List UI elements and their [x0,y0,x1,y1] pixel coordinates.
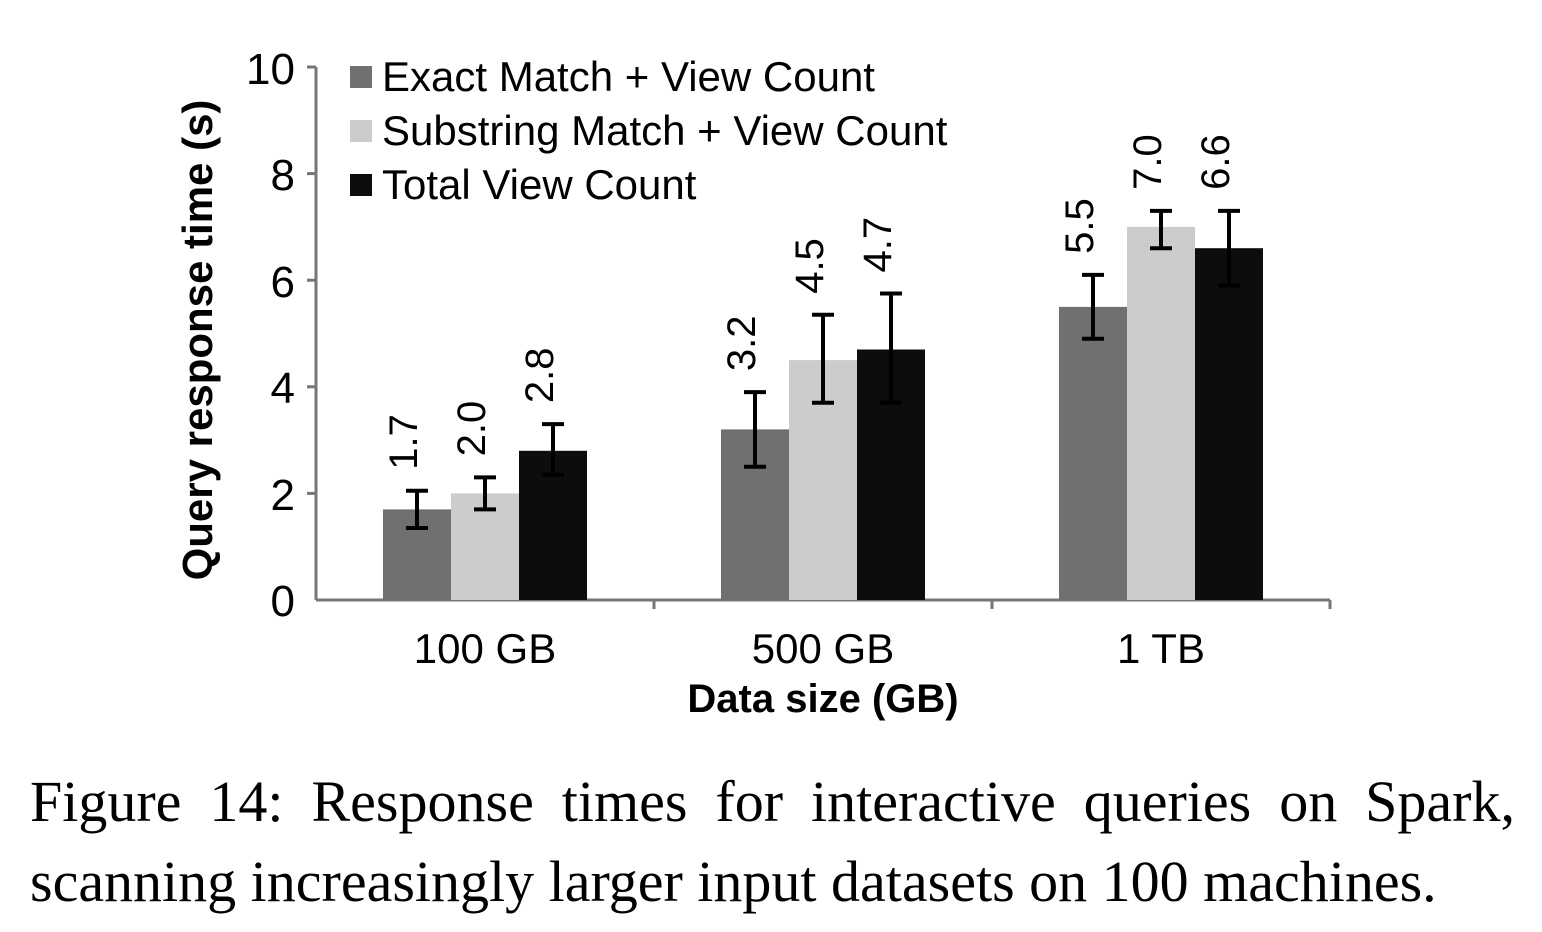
svg-text:Data size (GB): Data size (GB) [687,677,958,721]
svg-text:1 TB: 1 TB [1117,625,1205,672]
svg-text:6.6: 6.6 [1194,134,1238,190]
svg-text:2: 2 [271,471,295,520]
svg-text:Exact Match + View Count: Exact Match + View Count [382,53,875,100]
svg-text:4: 4 [271,364,295,413]
svg-text:Substring Match + View Count: Substring Match + View Count [382,107,948,154]
svg-text:0: 0 [271,577,295,626]
svg-text:3.2: 3.2 [720,315,764,371]
svg-text:6: 6 [271,258,295,307]
svg-text:4.7: 4.7 [856,217,900,273]
svg-text:Total View Count: Total View Count [382,161,697,208]
svg-text:4.5: 4.5 [788,238,832,294]
svg-text:Query response time (s): Query response time (s) [174,100,221,581]
svg-text:100 GB: 100 GB [414,625,556,672]
svg-text:2.8: 2.8 [518,347,562,403]
svg-text:5.5: 5.5 [1058,198,1102,254]
svg-text:2.0: 2.0 [450,401,494,457]
svg-text:8: 8 [271,151,295,200]
svg-text:500 GB: 500 GB [752,625,894,672]
svg-text:7.0: 7.0 [1126,134,1170,190]
svg-text:1.7: 1.7 [382,414,426,470]
svg-text:10: 10 [246,45,295,94]
